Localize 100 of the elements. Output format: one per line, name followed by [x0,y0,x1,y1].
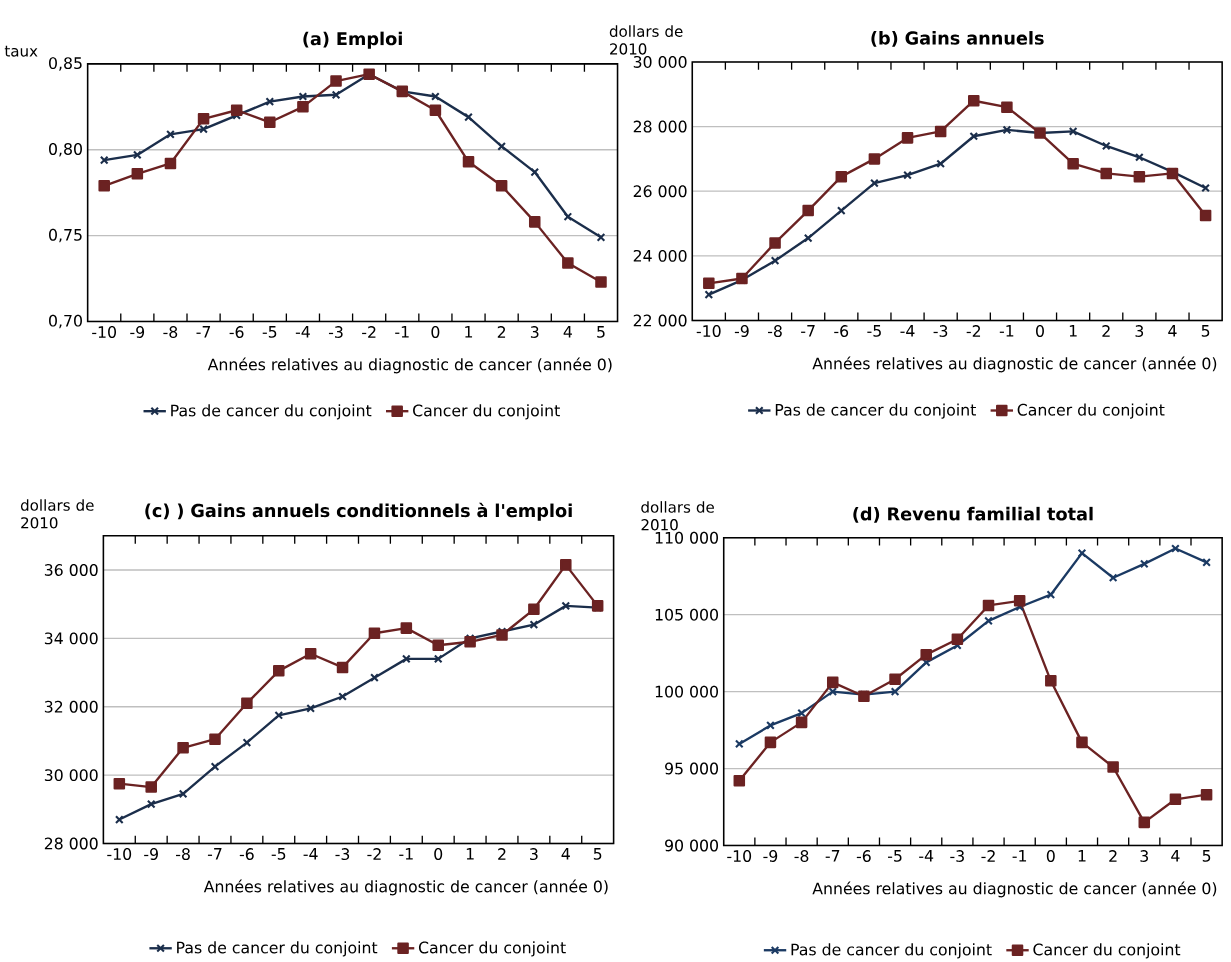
x-tick-label: -1 [399,847,413,860]
x-tick-label: -2 [362,325,376,338]
x-tick-label: -5 [262,325,277,338]
x-tick-label: 4 [1168,324,1177,337]
x-tick-label: -5 [271,847,286,860]
x-tick-label: -4 [900,324,915,337]
x-tick-label: -8 [163,325,178,338]
y-tick-label: 95 000 [665,762,719,775]
x-tick-label: -7 [801,324,815,337]
x-tick-label: 0 [431,325,440,338]
y-tick-label: 26 000 [633,185,687,197]
x-axis-title: Années relatives au diagnostic de cancer (année 0) [812,881,1217,898]
x-tick-label: 5 [1202,849,1211,862]
x-tick-label: 5 [593,847,602,860]
x-tick-label: -5 [887,849,902,862]
x-axis-title: Années relatives au diagnostic de cancer (année 0) [203,879,608,896]
x-tick-label: -2 [966,324,981,337]
y-tick-label: 0,75 [49,228,82,243]
legend-label: Pas de cancer du conjoint [775,403,976,419]
y-tick-label: 0,70 [49,314,82,328]
x-tick-label: 1 [466,847,474,860]
x-tick-label: -1 [1012,849,1027,862]
legend-label: Pas de cancer du conjoint [791,943,992,959]
x-tick-label: -5 [867,324,881,337]
x-tick-label: 2 [498,847,506,860]
x-tick-label: 2 [497,325,506,338]
x-tick-label: -8 [176,847,190,860]
x-tick-label: -3 [950,849,964,862]
x-tick-label: -7 [196,325,211,338]
x-axis-title: Années relatives au diagnostic de cancer (année 0) [812,356,1217,373]
x-tick-label: -2 [981,849,995,862]
x-tick-label: -9 [734,324,749,337]
y-axis-title: dollars de 2010 [641,500,714,531]
x-tick-label: 3 [1140,849,1149,862]
x-axis-title: Années relatives au diagnostic de cancer (année 0) [207,357,612,374]
x-tick-label: -6 [239,847,254,860]
y-tick-label: 32 000 [44,700,98,713]
x-tick-label: -9 [130,325,145,338]
x-tick-label: -4 [295,325,310,338]
x-tick-label: 0 [1046,849,1055,862]
x-tick-label: -7 [207,847,222,860]
y-tick-label: 30 000 [44,768,98,781]
x-tick-label: -9 [763,849,778,862]
x-tick-label: -8 [767,324,782,337]
chart-title: (c) ) Gains annuels conditionnels à l'emploi [145,502,572,521]
x-tick-label: -6 [229,325,244,338]
x-tick-label: 0 [434,847,443,860]
x-tick-label: 3 [530,325,539,338]
x-tick-label: 1 [465,325,473,338]
x-tick-label: -10 [727,849,752,862]
y-tick-label: 28 000 [44,837,98,850]
y-axis-title: dollars de 2010 [609,25,683,55]
x-tick-label: 4 [561,847,570,860]
x-tick-label: -3 [335,847,350,860]
x-tick-label: -1 [999,324,1014,337]
x-tick-label: -6 [834,324,849,337]
y-tick-label: 0,85 [49,56,82,71]
x-tick-label: 0 [1036,324,1044,337]
y-tick-label: 0,80 [49,142,82,157]
legend-label: Cancer du conjoint [1033,943,1181,959]
y-tick-label: 28 000 [633,120,687,133]
y-tick-label: 34 000 [44,632,98,645]
legend-label: Cancer du conjoint [1017,403,1165,419]
legend-label: Pas de cancer du conjoint [177,941,378,957]
y-tick-label: 36 000 [44,563,98,576]
x-tick-label: -1 [395,325,409,338]
x-tick-label: -7 [825,849,840,862]
chart-title: (a) Emploi [303,31,402,49]
x-tick-label: -6 [856,849,871,862]
x-tick-label: 5 [1201,324,1210,337]
x-tick-label: 4 [1171,849,1180,862]
x-tick-label: -4 [919,849,934,862]
chart-title: (b) Gains annuels [871,30,1044,47]
x-tick-label: 2 [1109,849,1117,862]
y-tick-label: 90 000 [665,839,719,852]
x-tick-label: -2 [367,847,381,860]
x-tick-label: -8 [794,849,809,862]
x-tick-label: 1 [1078,849,1086,862]
legend-label: Cancer du conjoint [418,941,566,957]
x-tick-label: -4 [303,847,318,860]
x-tick-label: 3 [1135,324,1144,337]
x-tick-label: 1 [1069,324,1077,337]
x-tick-label: 3 [530,847,538,860]
x-tick-label: 2 [1102,324,1110,337]
y-tick-label: 24 000 [633,249,687,262]
y-tick-label: 110 000 [655,531,719,544]
y-axis-title: taux [4,45,38,57]
x-tick-label: -10 [107,847,132,860]
x-tick-label: 5 [597,325,605,338]
x-tick-label: -3 [933,324,948,337]
y-tick-label: 100 000 [655,685,719,698]
x-tick-label: -10 [92,325,117,338]
y-tick-label: 30 000 [633,55,687,68]
y-tick-label: 105 000 [655,608,719,621]
legend-label: Pas de cancer du conjoint [171,404,372,420]
y-tick-label: 22 000 [633,314,687,327]
y-axis-title: dollars de 2010 [20,498,94,529]
x-tick-label: -9 [144,847,158,860]
x-tick-label: -3 [328,325,343,338]
x-tick-label: -10 [696,324,721,337]
